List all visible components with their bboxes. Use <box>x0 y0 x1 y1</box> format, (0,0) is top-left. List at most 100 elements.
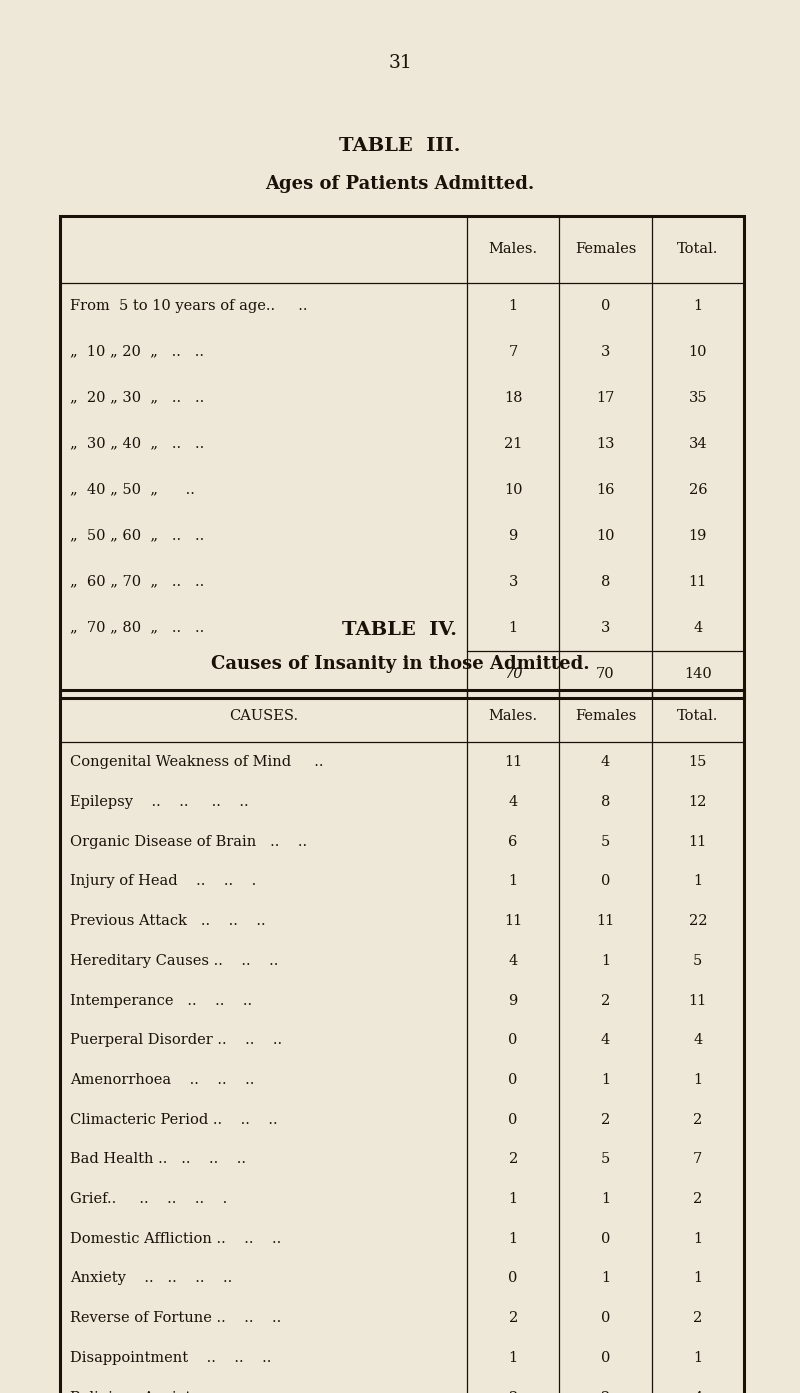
Text: 13: 13 <box>596 436 614 451</box>
Text: 1: 1 <box>509 875 518 889</box>
Text: Bad Health ..   ..    ..    ..: Bad Health .. .. .. .. <box>70 1152 246 1166</box>
Text: 11: 11 <box>596 914 614 928</box>
Text: TABLE  III.: TABLE III. <box>339 138 461 155</box>
Text: 11: 11 <box>689 993 707 1007</box>
Text: 9: 9 <box>509 993 518 1007</box>
Text: Females: Females <box>575 242 636 256</box>
Text: „  60 „ 70  „   ..   ..: „ 60 „ 70 „ .. .. <box>70 574 204 589</box>
Text: 26: 26 <box>689 482 707 497</box>
Text: 1: 1 <box>509 1192 518 1206</box>
Text: 4: 4 <box>601 1034 610 1048</box>
Text: 5: 5 <box>601 834 610 848</box>
Bar <box>60 216 744 698</box>
Text: 1: 1 <box>601 1272 610 1286</box>
Text: Ages of Patients Admitted.: Ages of Patients Admitted. <box>266 176 534 192</box>
Text: Grief..     ..    ..    ..    .: Grief.. .. .. .. . <box>70 1192 227 1206</box>
Text: „  40 „ 50  „      ..: „ 40 „ 50 „ .. <box>70 482 194 497</box>
Text: „  30 „ 40  „   ..   ..: „ 30 „ 40 „ .. .. <box>70 436 204 451</box>
Text: 7: 7 <box>694 1152 702 1166</box>
Text: 7: 7 <box>509 344 518 359</box>
Text: 34: 34 <box>689 436 707 451</box>
Text: 11: 11 <box>504 914 522 928</box>
Text: 140: 140 <box>684 667 712 681</box>
Text: 4: 4 <box>601 755 610 769</box>
Text: Reverse of Fortune ..    ..    ..: Reverse of Fortune .. .. .. <box>70 1311 281 1325</box>
Text: 1: 1 <box>694 875 702 889</box>
Text: 0: 0 <box>601 1311 610 1325</box>
Text: 5: 5 <box>601 1152 610 1166</box>
Text: 12: 12 <box>689 795 707 809</box>
Text: 4: 4 <box>694 1390 702 1393</box>
Text: 1: 1 <box>601 1073 610 1087</box>
Text: 2: 2 <box>509 1152 518 1166</box>
Text: 15: 15 <box>689 755 707 769</box>
Text: 16: 16 <box>596 482 614 497</box>
Text: Total.: Total. <box>677 242 718 256</box>
Text: 1: 1 <box>694 1073 702 1087</box>
Text: 2: 2 <box>601 1390 610 1393</box>
Text: 22: 22 <box>689 914 707 928</box>
Text: 17: 17 <box>596 390 614 405</box>
Text: 0: 0 <box>509 1272 518 1286</box>
Text: 1: 1 <box>694 1231 702 1245</box>
Text: 2: 2 <box>694 1192 702 1206</box>
Text: Congenital Weakness of Mind     ..: Congenital Weakness of Mind .. <box>70 755 323 769</box>
Text: 1: 1 <box>601 1192 610 1206</box>
Text: Anxiety    ..   ..    ..    ..: Anxiety .. .. .. .. <box>70 1272 232 1286</box>
Text: From  5 to 10 years of age..     ..: From 5 to 10 years of age.. .. <box>70 298 307 313</box>
Text: 0: 0 <box>509 1073 518 1087</box>
Text: 4: 4 <box>509 954 518 968</box>
Text: 2: 2 <box>601 1113 610 1127</box>
Text: 4: 4 <box>509 795 518 809</box>
Text: TABLE  IV.: TABLE IV. <box>342 621 458 638</box>
Text: 9: 9 <box>509 528 518 543</box>
Text: Intemperance   ..    ..    ..: Intemperance .. .. .. <box>70 993 252 1007</box>
Text: Religious Anxiety  ..    ..    ..: Religious Anxiety .. .. .. <box>70 1390 273 1393</box>
Text: 18: 18 <box>504 390 522 405</box>
Text: 2: 2 <box>694 1311 702 1325</box>
Text: „  70 „ 80  „   ..   ..: „ 70 „ 80 „ .. .. <box>70 620 204 635</box>
Text: Total.: Total. <box>677 709 718 723</box>
Text: CAUSES.: CAUSES. <box>229 709 298 723</box>
Text: 21: 21 <box>504 436 522 451</box>
Text: Causes of Insanity in those Admitted.: Causes of Insanity in those Admitted. <box>210 656 590 673</box>
Text: Epilepsy    ..    ..     ..    ..: Epilepsy .. .. .. .. <box>70 795 248 809</box>
Text: 4: 4 <box>694 1034 702 1048</box>
Text: 19: 19 <box>689 528 707 543</box>
Text: 0: 0 <box>509 1034 518 1048</box>
Text: 70: 70 <box>504 667 522 681</box>
Text: 0: 0 <box>601 875 610 889</box>
Text: 6: 6 <box>509 834 518 848</box>
Text: 8: 8 <box>601 795 610 809</box>
Text: 1: 1 <box>694 1351 702 1365</box>
Text: 0: 0 <box>601 1231 610 1245</box>
Text: 3: 3 <box>601 344 610 359</box>
Bar <box>60 690 744 1393</box>
Text: Amenorrhoea    ..    ..    ..: Amenorrhoea .. .. .. <box>70 1073 254 1087</box>
Text: 3: 3 <box>601 620 610 635</box>
Text: Males.: Males. <box>489 242 538 256</box>
Text: Hereditary Causes ..    ..    ..: Hereditary Causes .. .. .. <box>70 954 278 968</box>
Text: „  20 „ 30  „   ..   ..: „ 20 „ 30 „ .. .. <box>70 390 204 405</box>
Text: 2: 2 <box>601 993 610 1007</box>
Text: 35: 35 <box>689 390 707 405</box>
Text: 2: 2 <box>694 1113 702 1127</box>
Text: Females: Females <box>575 709 636 723</box>
Text: 2: 2 <box>509 1390 518 1393</box>
Text: 2: 2 <box>509 1311 518 1325</box>
Text: 31: 31 <box>388 54 412 71</box>
Text: Puerperal Disorder ..    ..    ..: Puerperal Disorder .. .. .. <box>70 1034 282 1048</box>
Text: 11: 11 <box>689 574 707 589</box>
Text: 10: 10 <box>689 344 707 359</box>
Text: 70: 70 <box>596 667 615 681</box>
Text: 11: 11 <box>689 834 707 848</box>
Text: „  10 „ 20  „   ..   ..: „ 10 „ 20 „ .. .. <box>70 344 203 359</box>
Text: 5: 5 <box>694 954 702 968</box>
Text: 1: 1 <box>509 1231 518 1245</box>
Text: 10: 10 <box>596 528 614 543</box>
Text: 1: 1 <box>601 954 610 968</box>
Text: 10: 10 <box>504 482 522 497</box>
Text: Males.: Males. <box>489 709 538 723</box>
Text: 1: 1 <box>509 1351 518 1365</box>
Text: 3: 3 <box>509 574 518 589</box>
